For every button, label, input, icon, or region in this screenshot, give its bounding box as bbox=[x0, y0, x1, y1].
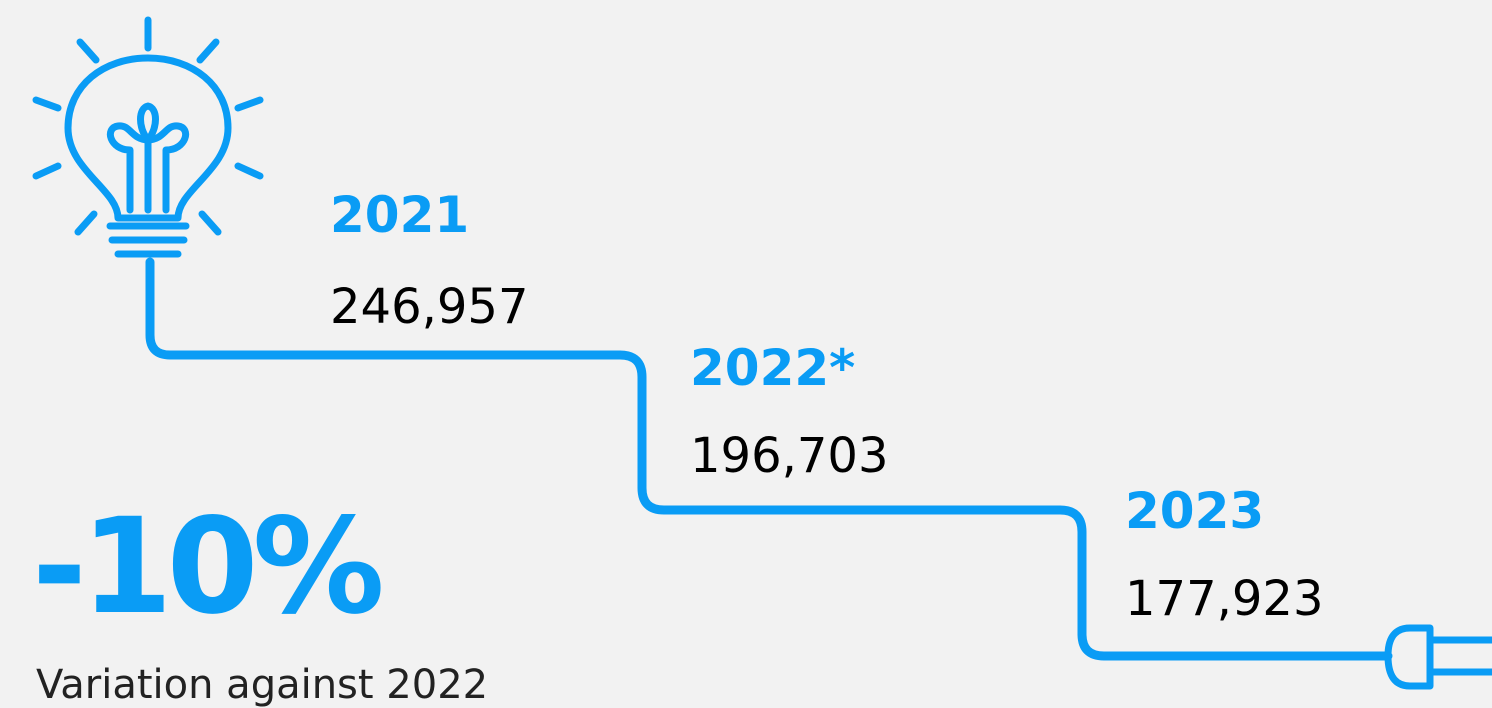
highlight-caption: Variation against 2022 bbox=[36, 662, 488, 708]
bulb-icon bbox=[32, 16, 264, 258]
value-label: 196,703 bbox=[690, 428, 889, 484]
value-label: 246,957 bbox=[330, 279, 529, 335]
plug-icon bbox=[1384, 624, 1492, 690]
year-label: 2023 bbox=[1125, 482, 1264, 540]
highlight-value: -10% bbox=[32, 490, 381, 644]
year-label: 2022* bbox=[690, 339, 855, 397]
cable bbox=[145, 257, 1393, 661]
value-label: 177,923 bbox=[1125, 571, 1324, 627]
year-label: 2021 bbox=[330, 186, 469, 244]
